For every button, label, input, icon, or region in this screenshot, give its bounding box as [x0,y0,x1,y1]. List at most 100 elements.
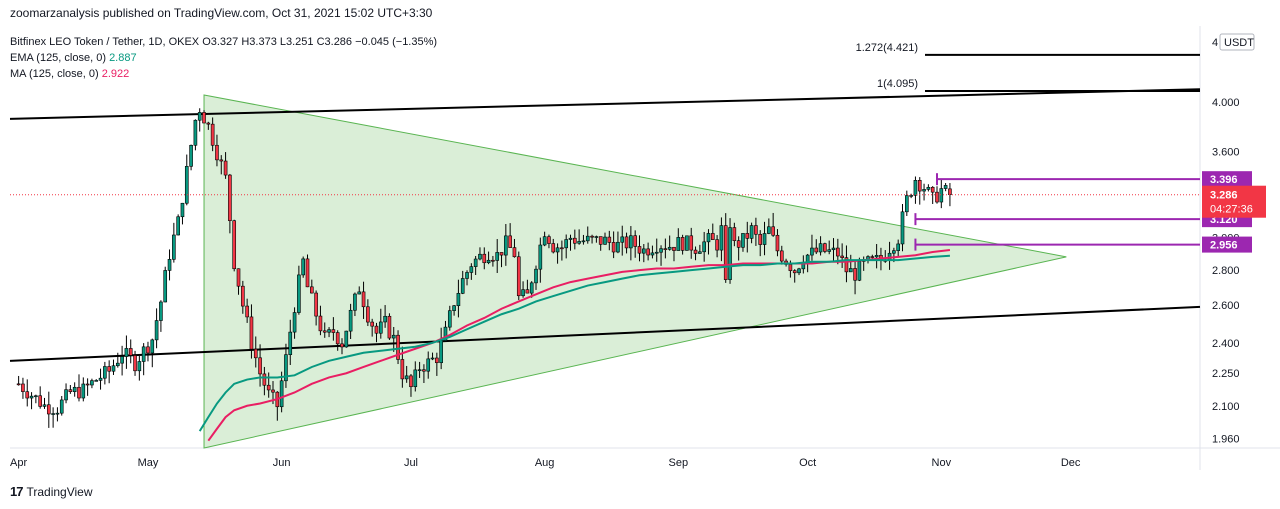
candle [797,267,801,276]
x-tick-label: Jun [273,457,291,469]
candle [689,227,694,259]
candle [629,226,633,261]
ema-label: EMA (125, close, 0) [10,52,106,64]
candle-body [271,389,275,393]
candle-body [38,395,42,407]
candle-body [935,191,939,203]
candle [361,281,366,319]
tradingview-wordmark: TradingView [26,484,93,499]
candle-body [34,395,38,398]
tradingview-brand[interactable]: 17 TradingView [10,484,93,499]
candle [21,377,25,399]
candle [577,229,581,245]
candle [676,228,681,251]
candle [723,213,728,283]
candle [404,365,409,383]
candle-body [538,244,543,270]
candle [710,223,715,240]
legend-ema-row[interactable]: EMA (125, close, 0) 2.887 [10,50,437,66]
candle-body [404,375,409,380]
y-tick-label: 4.000 [1212,97,1240,109]
candle [16,375,21,386]
candle [516,251,521,300]
candle-body [573,237,577,244]
candle [900,204,905,252]
candle-body [616,241,620,253]
candle-body [340,343,344,348]
candle [482,247,487,270]
candle-body [111,365,116,372]
y-tick-label: 2.100 [1212,401,1240,413]
candle [538,237,543,283]
candle [611,231,616,259]
candle [698,244,702,254]
candle-body [896,243,900,251]
candle-body [698,251,702,254]
candle [831,238,836,263]
candle [607,230,612,251]
candle-body [81,383,86,399]
candle [34,394,38,404]
candle [486,251,491,265]
candle [167,249,172,281]
candle [542,231,547,247]
candle-body [590,235,594,238]
candle [133,350,137,376]
candle [499,252,504,268]
x-tick-label: Apr [10,457,27,469]
publisher-line: zoomarzanalysis published on TradingView… [10,6,433,20]
candle [366,299,370,327]
candle [396,330,400,365]
candle-body [98,377,103,381]
candle-body [322,330,327,333]
candle-body [439,340,443,364]
candle-body [262,373,267,386]
candle [288,319,293,365]
candle-body [344,330,349,348]
legend-ma-row[interactable]: MA (125, close, 0) 2.922 [10,66,437,82]
candle [322,322,327,338]
candle-body [775,234,780,252]
candle-body [749,225,754,239]
candle-body [241,285,245,307]
candle-body [525,289,530,294]
candle [305,254,310,288]
candle-body [771,226,775,236]
candle [762,221,767,256]
candle-body [603,236,607,245]
legend-symbol-row[interactable]: Bitfinex LEO Token / Tether, 1D, OKEX O3… [10,34,437,50]
x-tick-label: Jul [404,457,418,469]
candle-body [426,358,431,372]
candle [189,144,193,171]
candle [77,374,81,402]
candle-body [172,234,176,260]
candle [98,368,103,390]
candle-body [741,233,745,248]
candle-body [409,375,413,388]
candle [650,245,655,259]
candle-body [577,241,581,244]
candle [585,226,590,244]
candle [896,239,900,257]
countdown-label: 04:27:36 [1210,204,1253,216]
candle [279,371,284,413]
level-tag-2 [1202,236,1252,253]
candle-body [327,329,331,333]
candle-body [581,240,586,243]
candle-body [521,289,525,297]
candle [327,327,331,338]
candle [107,360,111,384]
candle-body [585,235,590,242]
chart-legend: Bitfinex LEO Token / Tether, 1D, OKEX O3… [10,34,437,82]
candle-body [413,369,418,388]
candle-body [555,247,560,253]
candle [223,152,228,179]
candle-body [831,247,836,251]
trendline-lower-channel [9,305,1201,362]
candle-body [499,252,504,256]
trendline-upper-channel [9,88,1201,120]
candle-body [297,274,301,313]
y-tick-label: 3.600 [1212,147,1240,159]
candle-body [206,122,211,125]
